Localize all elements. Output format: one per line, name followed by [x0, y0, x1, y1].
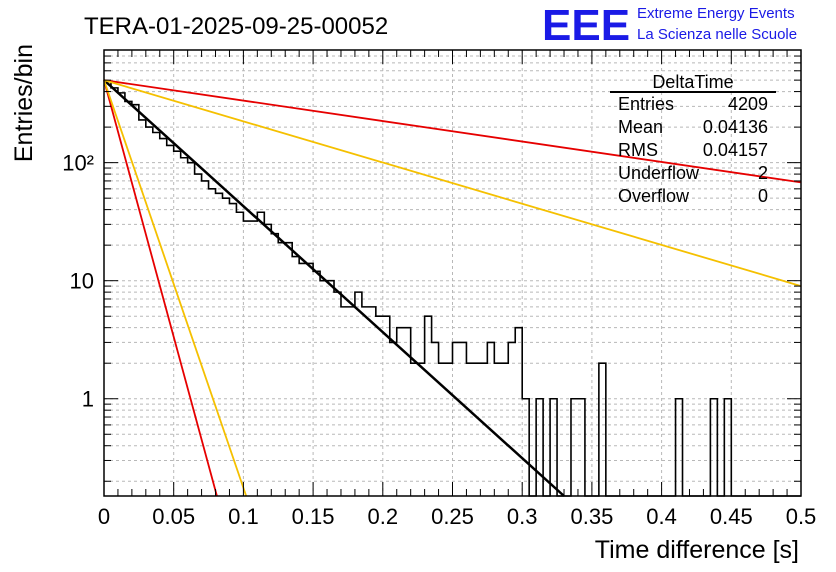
x-axis-label: Time difference [s] [595, 536, 799, 564]
stats-title: DeltaTime [652, 72, 733, 92]
stats-label-underflow: Underflow [618, 163, 700, 183]
x-tick-label: 0.25 [431, 504, 474, 529]
y-tick-label: 10 [70, 269, 94, 294]
x-tick-label: 0 [98, 504, 110, 529]
x-tick-label: 0.3 [507, 504, 538, 529]
fit-curves [103, 79, 802, 497]
stats-value-entries: 4209 [728, 94, 768, 114]
chart-title: TERA-01-2025-09-25-00052 [84, 13, 388, 40]
x-tick-label: 0.35 [570, 504, 613, 529]
x-tick-label: 0.1 [228, 504, 259, 529]
curve-red-fast [103, 79, 218, 497]
stats-value-underflow: 2 [758, 163, 768, 183]
curve-orange-slow [103, 79, 802, 287]
stats-label-entries: Entries [618, 94, 674, 114]
stats-label-overflow: Overflow [618, 186, 690, 206]
y-axis-label: Entries/bin [10, 44, 38, 162]
stats-value-mean: 0.04136 [703, 117, 768, 137]
x-tick-label: 0.45 [710, 504, 753, 529]
stats-value-overflow: 0 [758, 186, 768, 206]
x-tick-labels: 0 0.05 0.1 0.15 0.2 0.25 0.3 0.35 0.4 0.45 0.5 [98, 504, 816, 529]
stats-label-mean: Mean [618, 117, 663, 137]
axis-ticks [103, 50, 802, 496]
eee-logo: EEE [542, 1, 630, 50]
x-tick-label: 0.15 [292, 504, 335, 529]
stats-value-rms: 0.04157 [703, 140, 768, 160]
y-tick-labels: 1 10 10² [62, 151, 94, 412]
x-tick-label: 0.4 [646, 504, 677, 529]
grid [104, 50, 801, 496]
logo-subtitle-2: La Scienza nelle Scuole [637, 26, 797, 43]
stats-label-rms: RMS [618, 140, 658, 160]
y-tick-label: 10² [62, 151, 94, 176]
stats-box: DeltaTime Entries 4209 Mean 0.04136 RMS … [610, 72, 776, 206]
curve-fit [103, 79, 565, 497]
curve-orange-fast [103, 79, 248, 497]
x-tick-label: 0.05 [152, 504, 195, 529]
logo-subtitle-1: Extreme Energy Events [637, 5, 795, 22]
curve-red-slow [103, 79, 802, 184]
x-tick-label: 0.2 [368, 504, 399, 529]
y-tick-label: 1 [82, 387, 94, 412]
x-tick-label: 0.5 [786, 504, 817, 529]
